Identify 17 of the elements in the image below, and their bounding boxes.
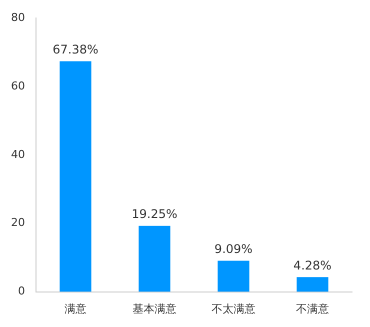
x-tick-label: 不太满意 — [212, 302, 256, 316]
x-tick-label: 不满意 — [296, 302, 329, 316]
bar — [296, 277, 328, 292]
bar — [138, 226, 170, 292]
y-tick-label: 0 — [18, 284, 25, 298]
y-tick-label: 60 — [10, 79, 25, 92]
data-label: 19.25% — [132, 207, 178, 222]
x-tick-label: 满意 — [64, 302, 86, 316]
bar — [218, 260, 250, 292]
y-tick-label: 80 — [10, 10, 25, 24]
bar — [60, 61, 92, 292]
y-tick-label: 40 — [10, 148, 25, 161]
x-tick-label: 基本满意 — [132, 302, 176, 316]
data-label: 67.38% — [52, 42, 98, 56]
y-tick-label: 20 — [10, 216, 25, 230]
data-label: 4.28% — [293, 258, 332, 272]
data-label: 9.09% — [214, 242, 253, 256]
